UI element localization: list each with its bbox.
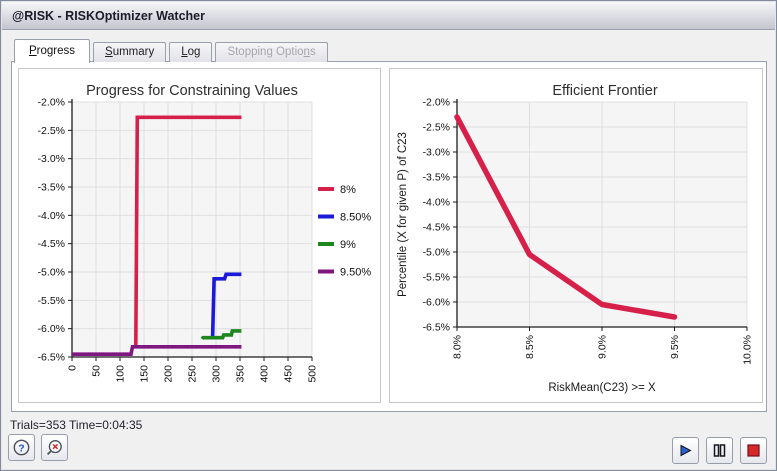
tab-bar: Progress Summary Log Stopping Options: [14, 37, 331, 63]
svg-text:9%: 9%: [340, 239, 356, 251]
svg-text:-2.5%: -2.5%: [38, 125, 65, 137]
play-button[interactable]: [672, 437, 699, 464]
progress-chart: -2.0% -2.5% -3.0% -3.5% -4.0% -4.5% -5.0% -5.5%…: [38, 83, 372, 383]
svg-text:-2.0%: -2.0%: [423, 97, 450, 109]
svg-text:-6.0%: -6.0%: [38, 323, 65, 335]
title-bar[interactable]: @RISK - RISKOptimizer Watcher: [2, 2, 775, 30]
svg-text:350: 350: [235, 365, 247, 383]
svg-text:250: 250: [187, 365, 199, 383]
svg-text:100: 100: [115, 365, 127, 383]
frontier-chart-panel: -2.0% -2.5% -3.0% -3.5% -4.0% -4.5% -5.0% -5.5%…: [389, 68, 763, 403]
svg-text:-2.0%: -2.0%: [38, 97, 65, 109]
svg-text:8.50%: 8.50%: [340, 212, 371, 224]
utility-button-row: ?: [8, 434, 68, 461]
svg-text:8.0%: 8.0%: [452, 335, 464, 359]
svg-text:-6.5%: -6.5%: [423, 322, 450, 334]
svg-text:-5.5%: -5.5%: [38, 295, 65, 307]
tab-progress[interactable]: Progress: [14, 39, 91, 63]
svg-text:-2.5%: -2.5%: [423, 122, 450, 134]
svg-text:-5.5%: -5.5%: [423, 272, 450, 284]
svg-text:-3.0%: -3.0%: [423, 147, 450, 159]
svg-text:9.50%: 9.50%: [340, 267, 371, 279]
svg-text:?: ?: [18, 442, 24, 454]
play-icon: [680, 444, 692, 457]
svg-text:-4.5%: -4.5%: [423, 222, 450, 234]
tab-log[interactable]: Log: [169, 42, 213, 62]
magnifier-close-icon: [46, 440, 62, 456]
svg-text:-5.0%: -5.0%: [38, 267, 65, 279]
svg-text:-3.5%: -3.5%: [423, 172, 450, 184]
svg-text:RiskMean(C23) >= X: RiskMean(C23) >= X: [548, 382, 656, 394]
svg-text:500: 500: [307, 365, 319, 383]
efficient-frontier-chart: -2.0% -2.5% -3.0% -3.5% -4.0% -4.5% -5.0% -5.5%…: [397, 83, 754, 394]
svg-text:9.5%: 9.5%: [669, 335, 681, 359]
tab-stopping-options: Stopping Options: [215, 42, 328, 62]
pause-button[interactable]: [706, 437, 733, 464]
help-icon: ?: [13, 439, 30, 456]
svg-text:50: 50: [91, 365, 103, 377]
tab-summary[interactable]: Summary: [93, 42, 167, 62]
pause-icon: [713, 444, 726, 457]
stop-icon: [747, 444, 760, 457]
svg-text:8%: 8%: [340, 184, 356, 196]
svg-text:-4.0%: -4.0%: [423, 197, 450, 209]
run-control-button-row: [672, 437, 767, 464]
svg-text:10.0%: 10.0%: [742, 335, 754, 365]
help-button[interactable]: ?: [8, 434, 35, 461]
svg-text:9.0%: 9.0%: [597, 335, 609, 359]
svg-text:Progress for Constraining Valu: Progress for Constraining Values: [86, 83, 298, 99]
svg-text:Efficient Frontier: Efficient Frontier: [552, 83, 657, 99]
svg-text:-4.5%: -4.5%: [38, 238, 65, 250]
window-title: @RISK - RISKOptimizer Watcher: [12, 8, 205, 23]
svg-text:-6.0%: -6.0%: [423, 297, 450, 309]
close-watcher-button[interactable]: [41, 434, 68, 461]
svg-text:-6.5%: -6.5%: [38, 352, 65, 364]
svg-text:-3.0%: -3.0%: [38, 153, 65, 165]
progress-tab-content: -2.0% -2.5% -3.0% -3.5% -4.0% -4.5% -5.0% -5.5%…: [11, 61, 767, 412]
svg-text:Percentile (X for given P) of: Percentile (X for given P) of C23: [397, 132, 409, 297]
svg-text:8.5%: 8.5%: [524, 335, 536, 359]
svg-text:300: 300: [211, 365, 223, 383]
svg-text:0: 0: [67, 365, 79, 371]
progress-chart-panel: -2.0% -2.5% -3.0% -3.5% -4.0% -4.5% -5.0% -5.5%…: [18, 68, 381, 403]
svg-text:-3.5%: -3.5%: [38, 182, 65, 194]
svg-text:150: 150: [139, 365, 151, 383]
status-text: Trials=353 Time=0:04:35: [10, 418, 143, 432]
svg-text:-5.0%: -5.0%: [423, 247, 450, 259]
svg-text:400: 400: [259, 365, 271, 383]
svg-text:200: 200: [163, 365, 175, 383]
svg-text:-4.0%: -4.0%: [38, 210, 65, 222]
svg-text:450: 450: [283, 365, 295, 383]
stop-button[interactable]: [740, 437, 767, 464]
